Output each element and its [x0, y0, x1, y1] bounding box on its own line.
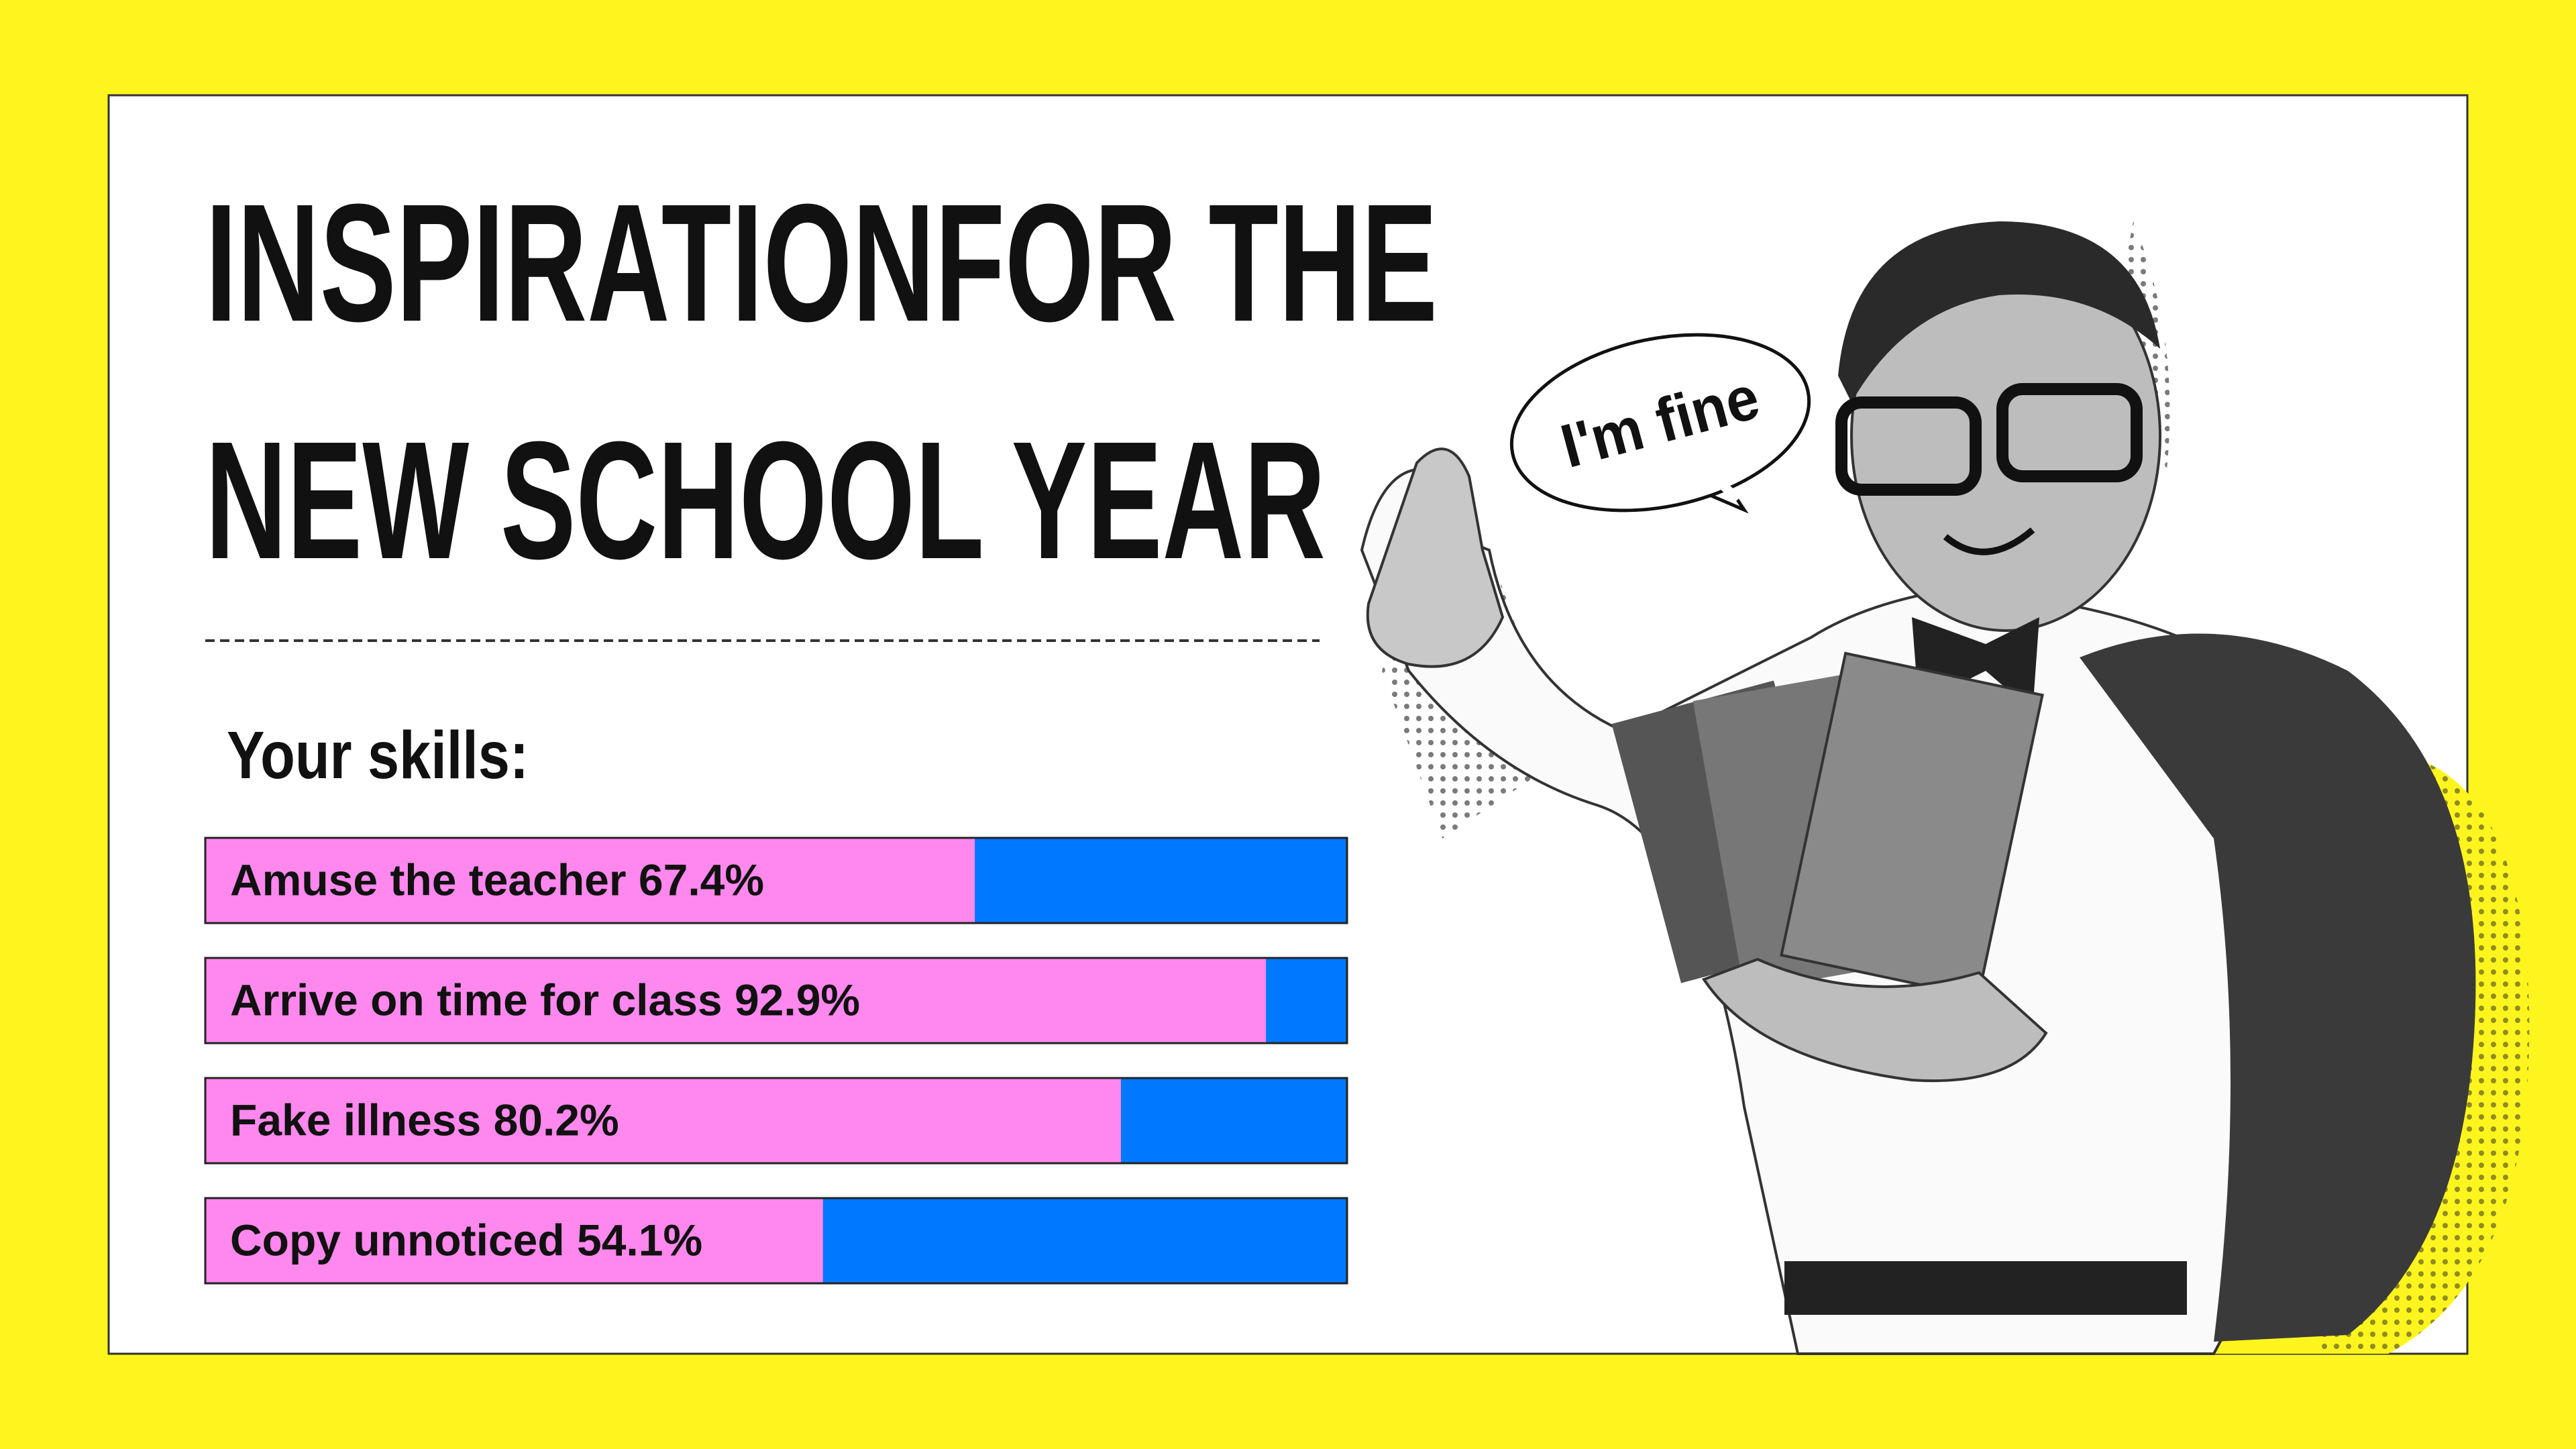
title-line: INSPIRATIONFOR THE: [205, 169, 1438, 356]
bar-value-label: 54.1%: [577, 1216, 702, 1265]
chart-title: Your skills:: [227, 718, 529, 793]
photo: [1360, 221, 2476, 1355]
bar-label: Arrive on time for class 92.9%: [230, 975, 860, 1025]
bar-outline: [204, 837, 1348, 924]
speech-bubble: I'm fine: [1509, 333, 1811, 514]
bar: [205, 958, 1267, 1043]
bar-outline: [204, 957, 1348, 1044]
bar-value-label: 80.2%: [494, 1095, 619, 1145]
bar-value-label: 92.9%: [735, 975, 860, 1025]
bar-category: Arrive on time for class: [230, 975, 722, 1025]
bar-label: Fake illness 80.2%: [230, 1095, 619, 1145]
bar-label: Copy unnoticed 54.1%: [230, 1216, 702, 1265]
bar: [205, 838, 975, 923]
skill-bars: Amuse the teacher 67.4% Arrive on time fo…: [204, 837, 1348, 1285]
bar-category: Amuse the teacher: [230, 855, 627, 905]
title-line: NEW SCHOOL YEAR: [205, 407, 1326, 594]
bar: [205, 1198, 823, 1283]
bar: [205, 1078, 1122, 1163]
bar-category: Copy unnoticed: [230, 1216, 565, 1265]
bar-outline: [204, 1197, 1348, 1285]
bar-value-label: 67.4%: [639, 855, 764, 905]
bar-label: Amuse the teacher 67.4%: [230, 855, 764, 905]
bar-outline: [204, 1077, 1348, 1165]
bar-category: Fake illness: [230, 1095, 481, 1145]
